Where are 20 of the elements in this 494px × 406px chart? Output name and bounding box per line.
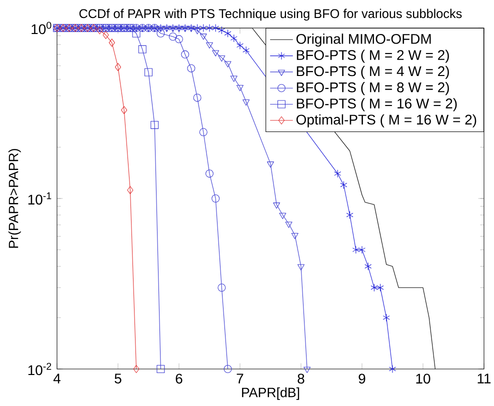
y-tick-label: 10$^{0}$ [32,22,52,34]
y-axis-title: Pr(PAPR>PAPR) [8,148,21,248]
legend-label: BFO-PTS ( M = 4 W = 2) [296,66,449,79]
x-tick-label: 5 [114,374,122,384]
chart-title: CCDf of PAPR with PTS Technique using BFO for various subblocks [79,8,462,21]
x-tick-label: 4 [53,374,60,384]
x-tick-label: 10 [416,374,430,384]
x-tick-label: 7 [236,374,244,384]
y-tick-label: 10$^{-2}$ [28,362,52,376]
x-axis-title: PAPR[dB] [242,387,300,400]
x-tick-label: 6 [176,374,182,384]
x-tick-label: 8 [298,374,304,384]
x-tick-label: 11 [478,374,491,384]
x-tick-label: 9 [358,374,366,384]
legend-label: BFO-PTS ( M = 2 W = 2) [296,50,449,63]
legend-label: BFO-PTS ( M = 8 W = 2) [296,82,449,96]
y-tick-label: 10$^{-1}$ [28,192,52,205]
legend-label: Optimal-PTS ( M = 16 W = 2) [296,114,476,128]
series-label: Original MIMO-OFDM [296,34,431,47]
legend-label: BFO-PTS ( M = 16 W = 2) [296,98,457,112]
